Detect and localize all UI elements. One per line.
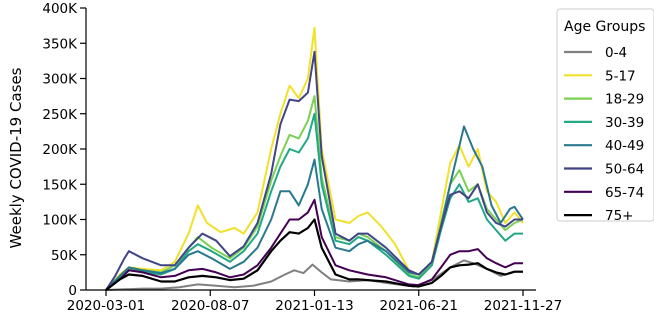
y-tick-label: 150K [42,177,78,193]
x-tick-label: 2020-03-01 [67,298,145,314]
legend-label-75+: 75+ [605,208,634,224]
legend-label-30-39: 30-39 [605,115,644,131]
y-axis-title: Weekly COVID-19 Cases [7,67,25,248]
legend-label-5-17: 5-17 [605,68,636,84]
x-tick-label: 2020-08-07 [171,298,249,314]
legend: Age Groups 0-4 5-17 18-29 30-39 40-49 50-64 65… [556,8,654,224]
series-line-40-49 [105,125,524,291]
series-line-65-74 [105,198,523,291]
y-tick-label: 250K [42,107,78,123]
series-layer [105,26,524,291]
x-tick-label: 2021-06-21 [380,298,458,314]
y-tick-label: 200K [42,142,78,158]
legend-label-50-64: 50-64 [605,162,644,178]
series-line-75+ [105,218,523,291]
y-tick-label: 0 [68,283,77,299]
x-tick-label: 2021-11-27 [484,298,562,314]
series-line-0-4 [105,259,523,291]
legend-label-40-49: 40-49 [605,138,644,154]
legend-label-18-29: 18-29 [605,92,644,108]
series-line-30-39 [105,112,523,291]
y-tick-label: 400K [42,1,78,17]
legend-label-65-74: 65-74 [605,185,644,201]
y-tick-label: 50K [51,248,78,264]
legend-items: 0-4 5-17 18-29 30-39 40-49 50-64 65-74 75+ [564,45,644,224]
y-tick-label: 350K [42,36,78,52]
legend-title: Age Groups [564,19,645,35]
y-tick-label: 300K [42,72,78,88]
y-tick-label: 100K [42,213,78,229]
series-line-50-64 [105,50,523,291]
legend-label-0-4: 0-4 [605,45,627,61]
axes-layer: 0 50K 100K 150K 200K 250K 300K 350K 400K 2020-03-… [42,1,562,314]
x-tick-label: 2021-01-13 [275,298,353,314]
